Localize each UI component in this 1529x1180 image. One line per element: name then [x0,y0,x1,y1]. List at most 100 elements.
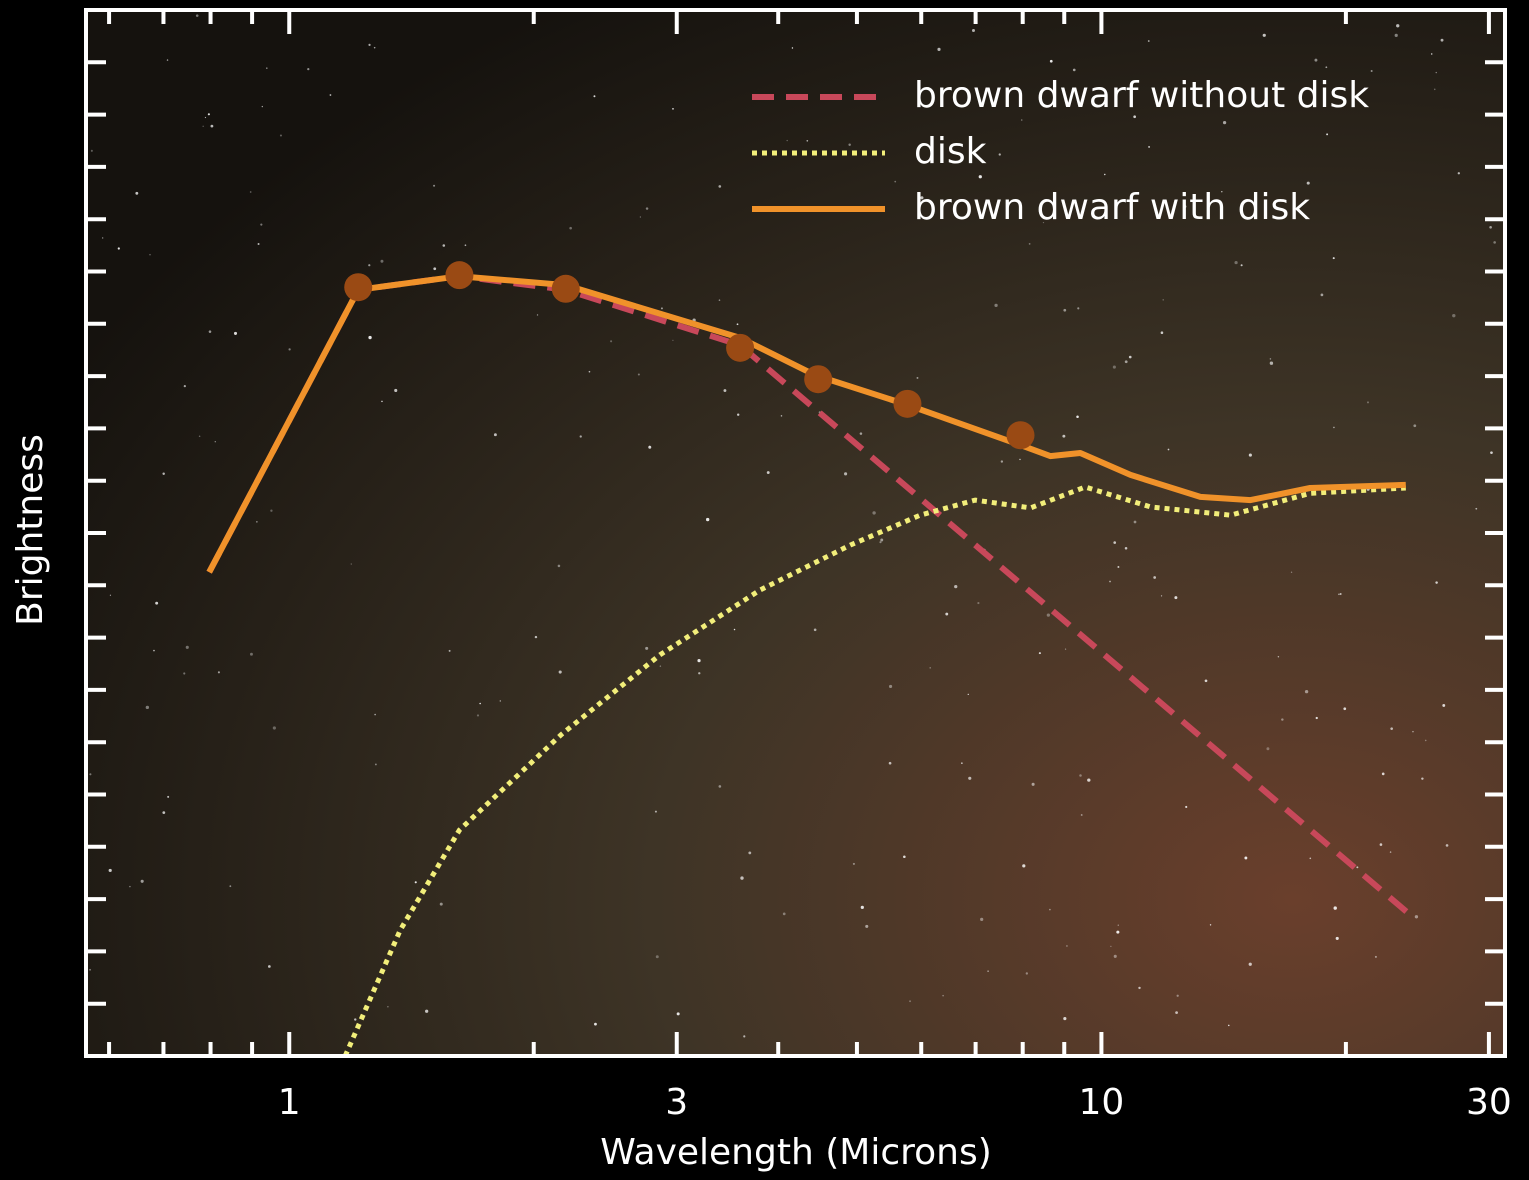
star [1125,360,1128,363]
star [215,441,216,442]
star [141,880,144,883]
star [91,150,93,152]
star [1081,814,1083,816]
star [872,511,875,514]
star [1073,69,1076,72]
star [719,299,721,301]
star [250,653,253,656]
star [162,472,164,474]
star [942,995,944,997]
x-tick-label: 30 [1466,1082,1512,1123]
star [1382,773,1385,776]
star [449,650,451,652]
star [1148,40,1150,42]
star [945,613,948,616]
star [1114,955,1117,958]
star [273,726,276,729]
star [1489,226,1492,229]
star [330,94,332,96]
star [1249,963,1252,966]
star [1047,613,1050,616]
star [1175,1011,1178,1014]
star [537,314,538,315]
star [1138,987,1140,989]
star [894,181,896,183]
star [1021,119,1023,121]
star [146,706,149,709]
star [645,647,648,650]
star [118,247,120,249]
star [149,254,151,256]
star [443,244,446,247]
star [853,863,855,865]
star [89,969,91,971]
star [1026,972,1028,974]
star [1263,34,1266,37]
star [718,185,721,188]
star [1063,309,1066,312]
star [954,585,957,588]
star [1234,261,1237,264]
star [1475,508,1477,510]
star [987,971,988,972]
star [1396,24,1399,27]
star [1452,314,1455,317]
star [229,885,231,887]
data-point [893,390,921,418]
star [1493,241,1496,244]
star [792,47,793,48]
star [268,965,271,968]
star [1244,857,1247,860]
star [767,471,770,474]
star [1022,864,1025,867]
star [1168,449,1170,451]
star [1039,652,1041,654]
star [374,47,376,49]
star [1050,60,1053,63]
star [415,881,417,883]
star [861,906,864,909]
star [961,762,963,764]
star [494,433,497,436]
star [979,175,982,178]
star [380,260,383,263]
star [186,646,189,649]
star [1241,264,1243,266]
star [440,903,443,906]
star [1077,307,1079,309]
star [196,14,199,17]
star [1436,72,1437,73]
star [1375,956,1377,958]
star [433,267,436,270]
star [1333,427,1335,429]
star [698,672,700,674]
star [1113,541,1116,544]
star [748,851,751,854]
star [917,377,919,379]
star [1076,416,1079,419]
star [184,385,186,387]
star [1490,451,1493,454]
star [930,667,931,668]
chart: Wavelength (Microns) Brightness 131030br… [0,0,1529,1180]
star [433,185,435,187]
star [655,811,657,813]
data-point [344,273,372,301]
star [1314,59,1317,62]
star [202,126,203,127]
star [569,227,572,230]
star [465,244,467,246]
x-tick-label: 1 [278,1082,301,1123]
star [672,340,673,341]
star [1413,424,1416,427]
page: Wavelength (Microns) Brightness 131030br… [0,0,1529,1180]
star [1309,858,1311,860]
star [1063,1017,1066,1020]
star [1118,925,1119,926]
star [266,68,267,69]
star [1113,366,1116,369]
star [1321,294,1324,297]
star [1148,146,1150,148]
star [1029,243,1031,245]
star [218,671,220,673]
